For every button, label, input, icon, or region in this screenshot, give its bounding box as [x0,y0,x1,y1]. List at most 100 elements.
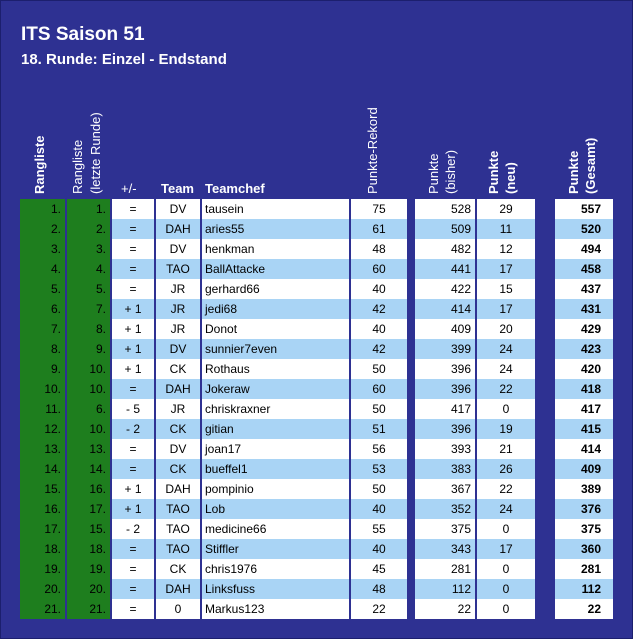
rank-cell: 21. [20,599,65,619]
rekord-cell: 40 [351,279,407,299]
rekord-cell: 42 [351,339,407,359]
bisher-cell: 375 [415,519,475,539]
diff-cell: - 5 [112,399,154,419]
teamchef-cell: joan17 [202,439,349,459]
rekord-cell: 53 [351,459,407,479]
header-bisher-1: Punkte [426,153,441,194]
header-neu-1: Punkte [486,150,501,194]
prev-rank-cell: 17. [67,499,110,519]
teamchef-cell: BallAttacke [202,259,349,279]
team-cell: CK [156,459,200,479]
table-row: 19. 19. = CK chris1976 45 281 0 281 [1,559,633,579]
rekord-cell: 50 [351,399,407,419]
diff-cell: + 1 [112,339,154,359]
teamchef-cell: pompinio [202,479,349,499]
bisher-cell: 409 [415,319,475,339]
gesamt-cell: 420 [555,359,613,379]
gesamt-cell: 423 [555,339,613,359]
bisher-cell: 22 [415,599,475,619]
team-cell: JR [156,399,200,419]
table-row: 12. 10. - 2 CK gitian 51 396 19 415 [1,419,633,439]
bisher-cell: 399 [415,339,475,359]
diff-cell: - 2 [112,419,154,439]
diff-cell: = [112,599,154,619]
prev-rank-cell: 3. [67,239,110,259]
team-cell: DV [156,439,200,459]
prev-rank-cell: 2. [67,219,110,239]
team-cell: CK [156,359,200,379]
header-rangliste: Rangliste [32,135,47,194]
teamchef-cell: chriskraxner [202,399,349,419]
team-cell: JR [156,279,200,299]
table-row: 7. 8. + 1 JR Donot 40 409 20 429 [1,319,633,339]
team-cell: JR [156,299,200,319]
prev-rank-cell: 21. [67,599,110,619]
rekord-cell: 50 [351,359,407,379]
team-cell: TAO [156,499,200,519]
table-row: 4. 4. = TAO BallAttacke 60 441 17 458 [1,259,633,279]
rank-cell: 15. [20,479,65,499]
prev-rank-cell: 9. [67,339,110,359]
prev-rank-cell: 7. [67,299,110,319]
neu-cell: 22 [477,379,535,399]
rank-cell: 16. [20,499,65,519]
teamchef-cell: gerhard66 [202,279,349,299]
teamchef-cell: Stiffler [202,539,349,559]
team-cell: TAO [156,259,200,279]
rank-cell: 10. [20,379,65,399]
rank-cell: 3. [20,239,65,259]
neu-cell: 21 [477,439,535,459]
table-row: 1. 1. = DV tausein 75 528 29 557 [1,199,633,219]
diff-cell: - 2 [112,519,154,539]
diff-cell: = [112,239,154,259]
bisher-cell: 352 [415,499,475,519]
prev-rank-cell: 6. [67,399,110,419]
teamchef-cell: medicine66 [202,519,349,539]
teamchef-cell: aries55 [202,219,349,239]
neu-cell: 26 [477,459,535,479]
teamchef-cell: gitian [202,419,349,439]
rank-cell: 6. [20,299,65,319]
rekord-cell: 40 [351,539,407,559]
gesamt-cell: 22 [555,599,613,619]
bisher-cell: 396 [415,379,475,399]
rekord-cell: 40 [351,319,407,339]
table-row: 2. 2. = DAH aries55 61 509 11 520 [1,219,633,239]
teamchef-cell: Linksfuss [202,579,349,599]
header-neu-2: (neu) [503,162,518,194]
table-row: 6. 7. + 1 JR jedi68 42 414 17 431 [1,299,633,319]
header-rangliste-letzte-2: (letzte Runde) [88,112,103,194]
table-row: 21. 21. = 0 Markus123 22 22 0 22 [1,599,633,619]
header-team: Team [161,181,194,196]
rank-cell: 17. [20,519,65,539]
table-row: 5. 5. = JR gerhard66 40 422 15 437 [1,279,633,299]
prev-rank-cell: 10. [67,359,110,379]
header-rangliste-letzte-1: Rangliste [70,139,85,194]
team-cell: DV [156,239,200,259]
teamchef-cell: henkman [202,239,349,259]
prev-rank-cell: 15. [67,519,110,539]
prev-rank-cell: 10. [67,379,110,399]
bisher-cell: 509 [415,219,475,239]
neu-cell: 12 [477,239,535,259]
teamchef-cell: chris1976 [202,559,349,579]
gesamt-cell: 557 [555,199,613,219]
page-subtitle: 18. Runde: Einzel - Endstand [21,51,227,68]
bisher-cell: 281 [415,559,475,579]
gesamt-cell: 409 [555,459,613,479]
teamchef-cell: tausein [202,199,349,219]
header-diff: +/- [121,181,137,196]
neu-cell: 20 [477,319,535,339]
bisher-cell: 112 [415,579,475,599]
rank-cell: 2. [20,219,65,239]
prev-rank-cell: 20. [67,579,110,599]
teamchef-cell: jedi68 [202,299,349,319]
rekord-cell: 42 [351,299,407,319]
neu-cell: 24 [477,359,535,379]
team-cell: DV [156,339,200,359]
neu-cell: 24 [477,339,535,359]
gesamt-cell: 417 [555,399,613,419]
table-row: 16. 17. + 1 TAO Lob 40 352 24 376 [1,499,633,519]
bisher-cell: 422 [415,279,475,299]
